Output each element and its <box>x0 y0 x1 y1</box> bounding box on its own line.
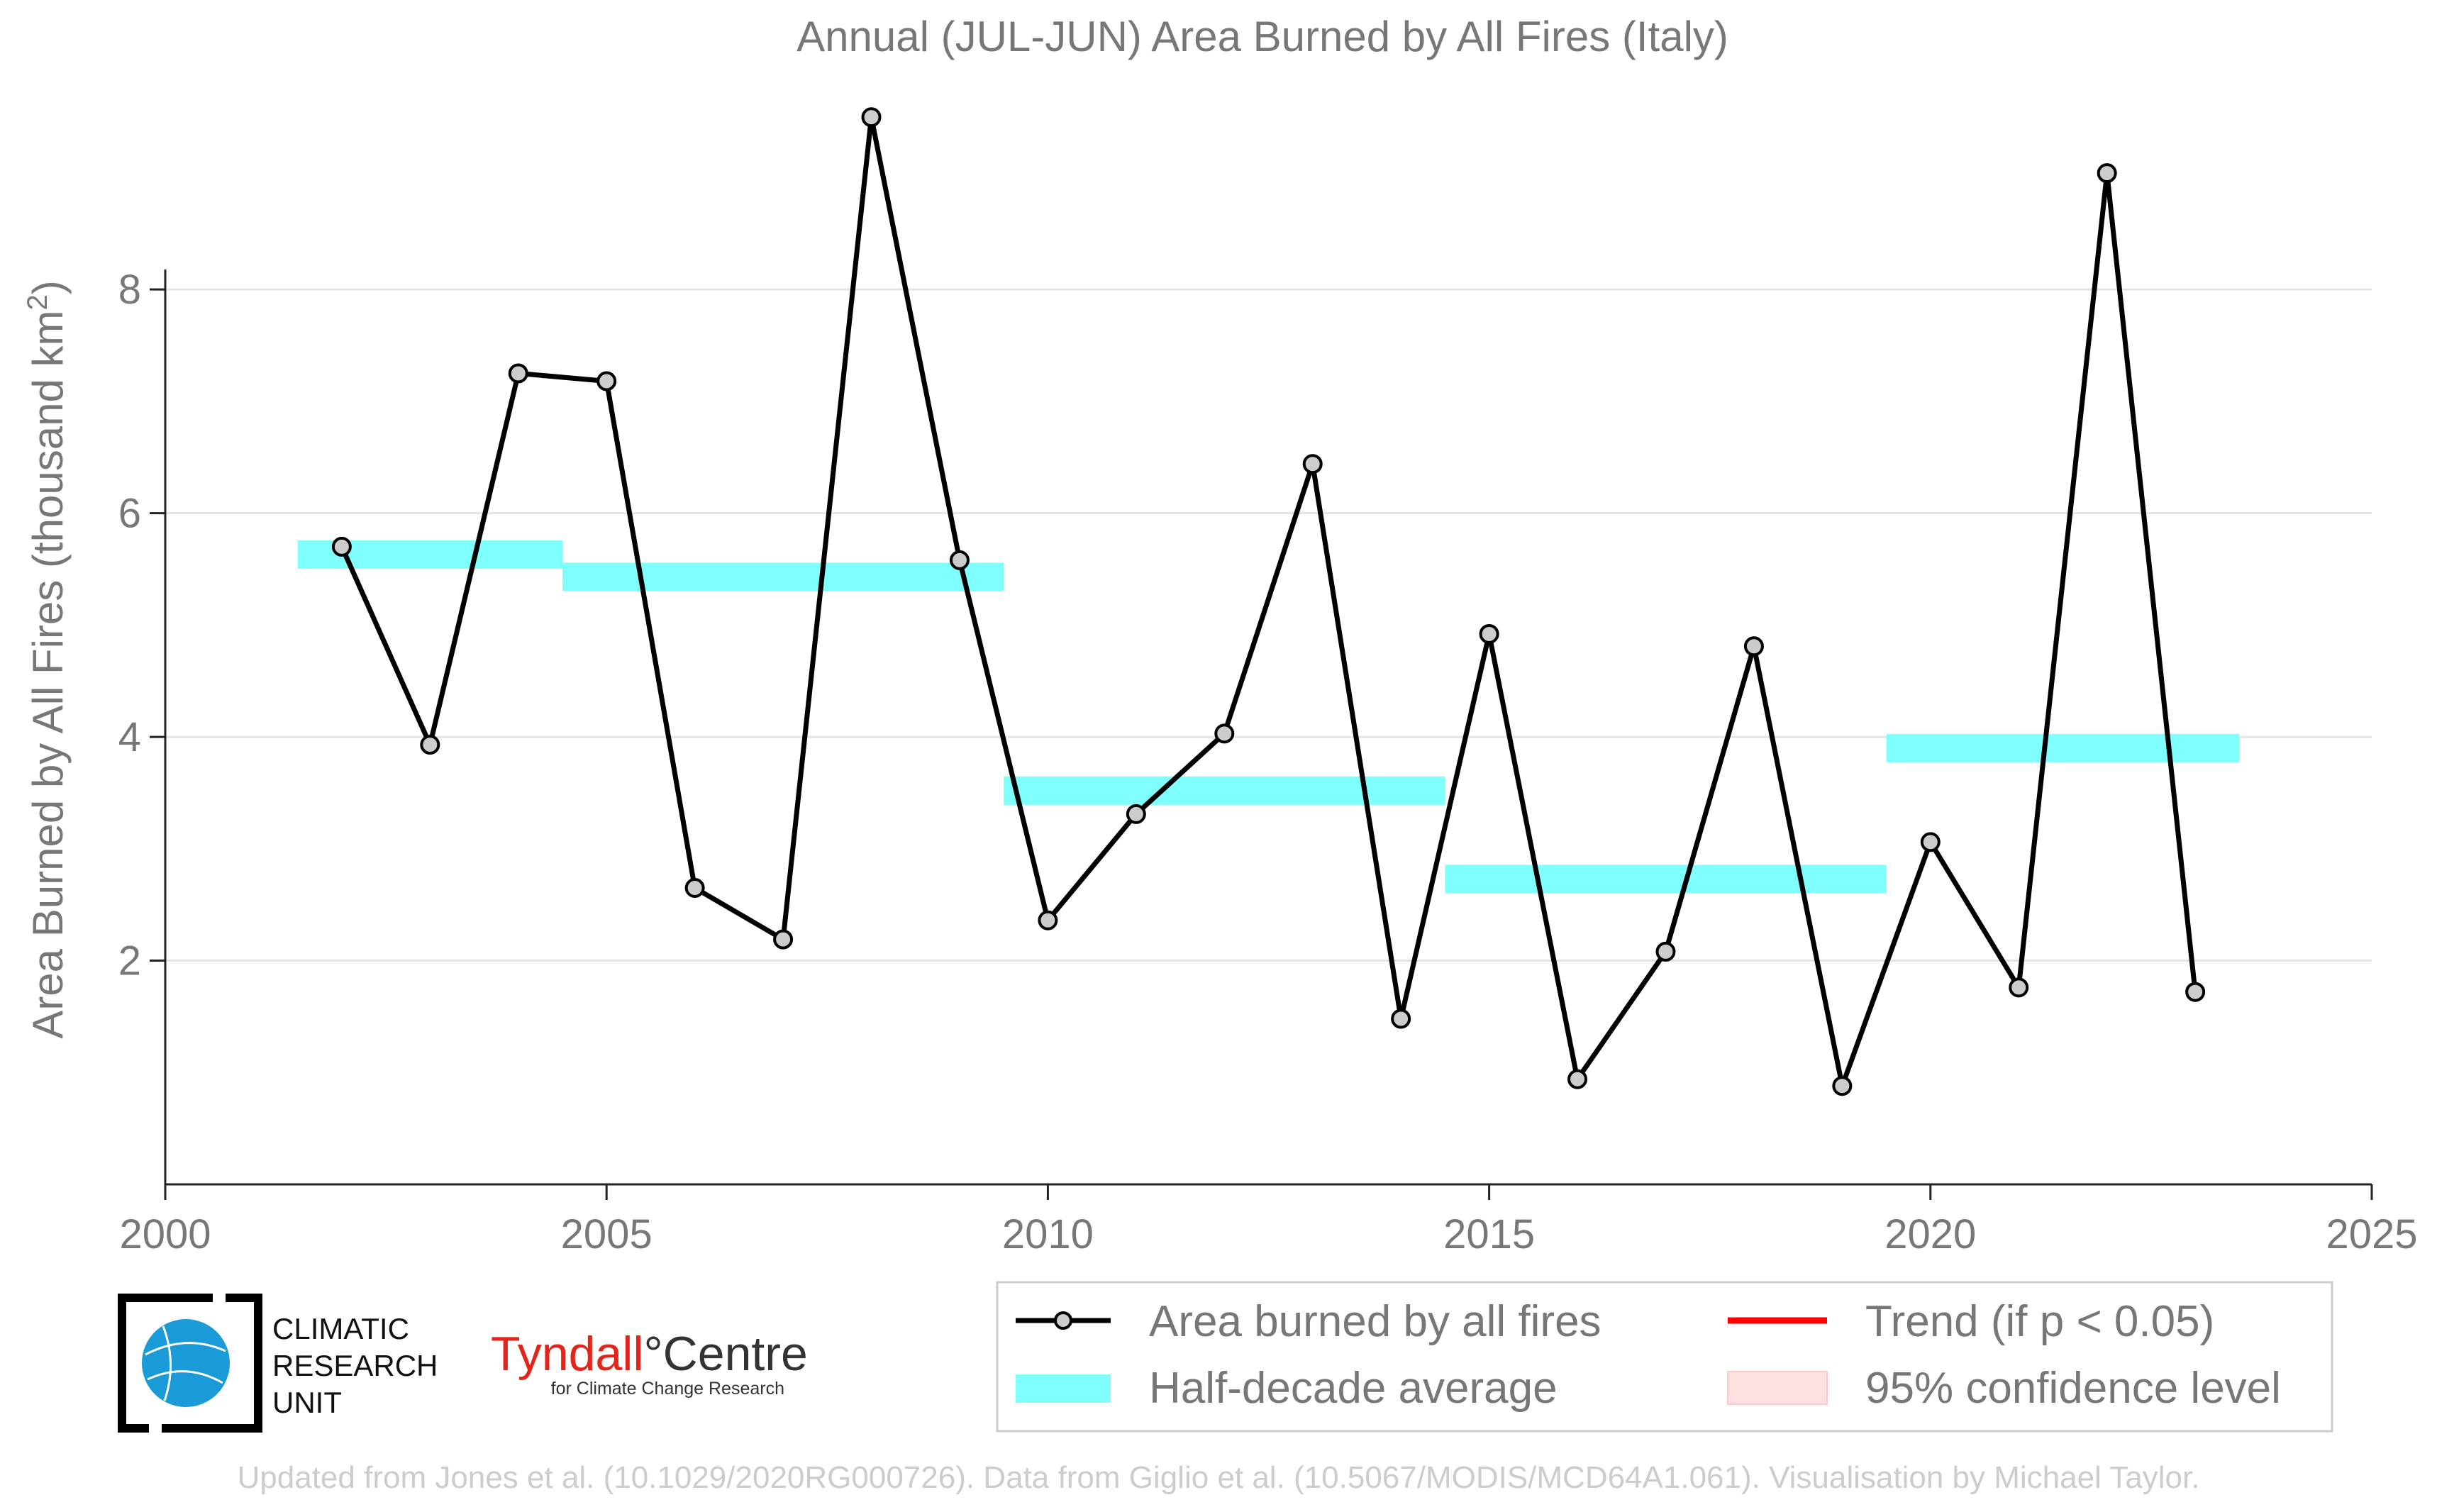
legend-label-area-burned: Area burned by all fires <box>1149 1297 1601 1346</box>
data-point-2014 <box>1391 1008 1411 1029</box>
series-line-area-burned <box>339 114 2198 1089</box>
half-decade-bar-1 <box>562 562 1004 591</box>
x-tick-label-5: 2025 <box>2326 1211 2417 1257</box>
data-point-2023 <box>2185 982 2206 1002</box>
cru-logo-line-2: RESEARCH <box>272 1349 438 1382</box>
chart-title: Annual (JUL-JUN) Area Burned by All Fire… <box>796 13 1728 60</box>
series-line <box>339 114 2198 1089</box>
half-decade-bar-4 <box>1886 733 2240 762</box>
legend-marker-area-burned <box>1054 1311 1072 1330</box>
series-points <box>331 107 2206 1096</box>
data-point-2015 <box>1479 623 1499 644</box>
x-tick-label-1: 2005 <box>561 1211 653 1257</box>
globe-lines <box>145 1325 226 1401</box>
cru-logo: CLIMATIC RESEARCH UNIT <box>118 1294 438 1433</box>
x-tick-label-4: 2020 <box>1884 1211 1976 1257</box>
half-decade-bar-2 <box>1004 776 1445 805</box>
y-axis-label-close: ) <box>24 280 72 294</box>
x-tick-label-2: 2010 <box>1002 1211 1094 1257</box>
y-axis-label-sup: 2 <box>22 294 53 310</box>
legend-label-trend: Trend (if p < 0.05) <box>1865 1297 2214 1346</box>
half-decade-bar-3 <box>1445 865 1887 894</box>
data-point-2013 <box>1302 454 1323 474</box>
data-point-2017 <box>1655 941 1676 962</box>
cru-logo-line-3: UNIT <box>272 1386 342 1419</box>
data-point-2019 <box>1832 1076 1853 1096</box>
data-point-2021 <box>2009 977 2029 998</box>
gridlines <box>165 288 2372 962</box>
legend-box <box>996 1281 2333 1433</box>
tyndall-subtitle: for Climate Change Research <box>551 1379 784 1399</box>
tyndall-logo: Tyndall°Centre for Climate Change Resear… <box>491 1327 808 1399</box>
x-tick-label-0: 2000 <box>119 1211 211 1257</box>
tyndall-name: Tyndall <box>491 1327 643 1381</box>
data-point-2009 <box>949 550 970 570</box>
data-point-2008 <box>861 107 882 128</box>
legend-swatch-confidence <box>1727 1371 1828 1405</box>
data-point-2016 <box>1567 1069 1588 1089</box>
data-point-2007 <box>773 929 794 950</box>
y-tick-label-2: 6 <box>118 491 141 537</box>
cru-logo-line-1: CLIMATIC <box>272 1312 409 1345</box>
y-axis-label: Area Burned by All Fires (thousand km2) <box>22 280 72 1038</box>
y-tick-label-3: 8 <box>118 267 141 313</box>
cru-logo-frame <box>118 1294 262 1433</box>
legend: Area burned by all fires Trend (if p < 0… <box>996 1281 2333 1433</box>
tyndall-centre: Centre <box>663 1327 808 1381</box>
data-point-2006 <box>684 878 705 899</box>
data-point-2005 <box>596 371 617 391</box>
data-point-2004 <box>508 363 528 384</box>
data-point-2018 <box>1743 636 1764 657</box>
legend-swatch-half-decade <box>1016 1374 1111 1403</box>
tyndall-wordmark: Tyndall°Centre <box>491 1327 808 1381</box>
y-tick-label-0: 2 <box>118 938 141 984</box>
legend-label-confidence: 95% confidence level <box>1865 1364 2281 1413</box>
half-decade-bands <box>297 540 2240 894</box>
tyndall-degree: ° <box>643 1327 662 1381</box>
x-tick-label-3: 2015 <box>1443 1211 1535 1257</box>
data-point-2020 <box>1920 832 1941 852</box>
credit-text: Updated from Jones et al. (10.1029/2020R… <box>238 1460 2200 1495</box>
data-point-2003 <box>420 735 440 755</box>
data-point-2002 <box>331 536 352 557</box>
globe-icon <box>142 1319 230 1407</box>
legend-label-half-decade: Half-decade average <box>1149 1364 1558 1413</box>
axes: 2 4 6 8 2000 2005 2010 2015 2020 2025 <box>118 267 2418 1257</box>
data-point-2022 <box>2097 163 2117 184</box>
data-point-2010 <box>1038 910 1058 930</box>
data-point-2011 <box>1126 804 1146 824</box>
y-axis-label-main: Area Burned by All Fires (thousand km <box>24 311 72 1039</box>
data-point-2012 <box>1214 723 1235 744</box>
y-tick-label-1: 4 <box>118 714 141 760</box>
